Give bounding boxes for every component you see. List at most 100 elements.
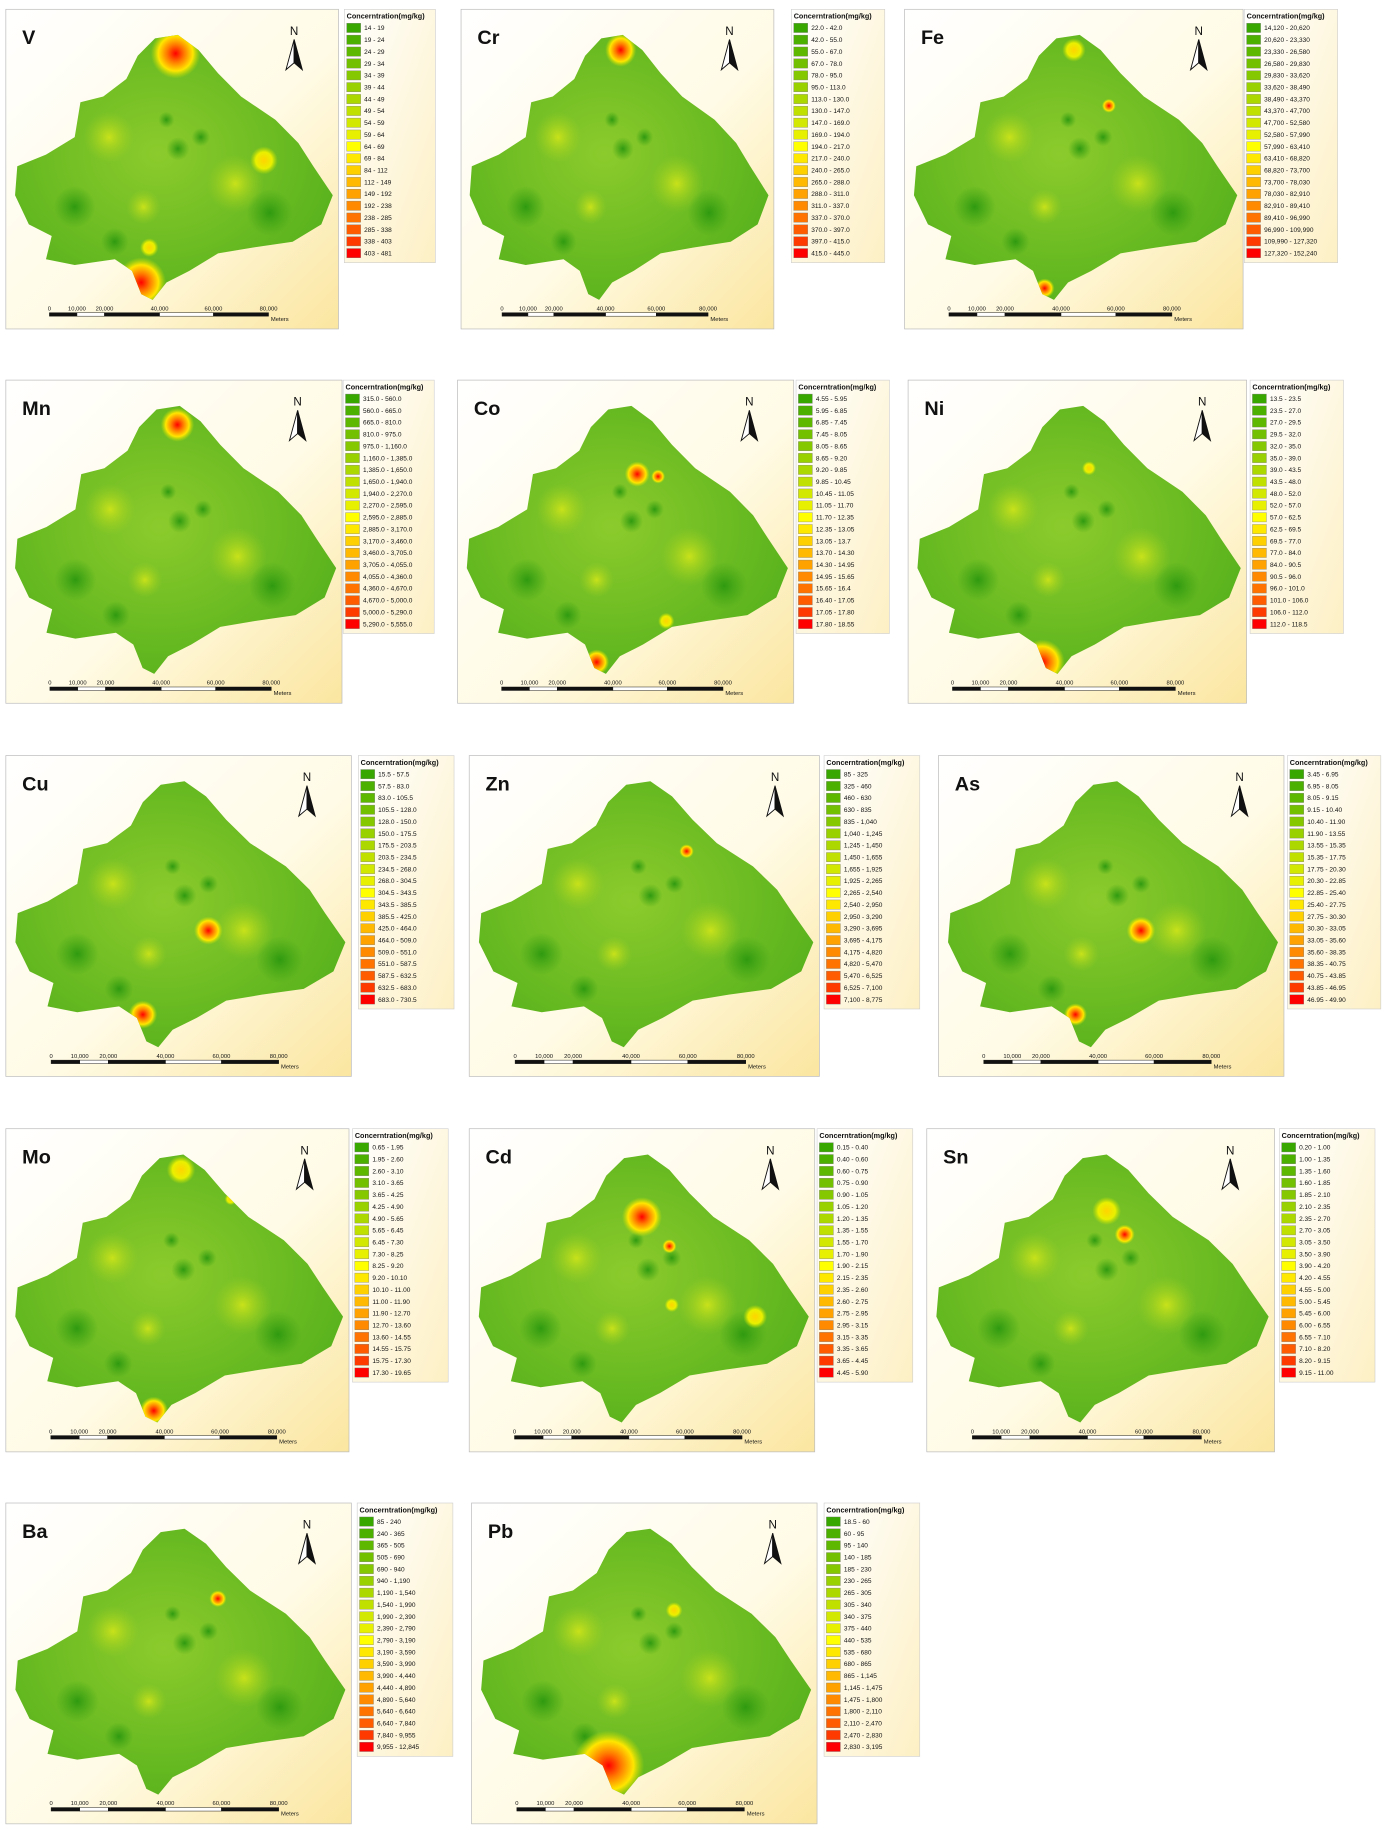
legend-swatch bbox=[826, 1624, 840, 1633]
legend-swatch bbox=[826, 900, 840, 909]
legend-swatch bbox=[798, 453, 812, 462]
scale-label: 10,000 bbox=[69, 681, 87, 687]
scale-bar-segment bbox=[529, 687, 557, 690]
legend-swatch bbox=[355, 1190, 369, 1199]
scale-label: 40,000 bbox=[622, 1054, 640, 1060]
surface-texture bbox=[722, 1684, 770, 1731]
element-label: Fe bbox=[921, 27, 944, 49]
legend-class: 0.60 - 0.75 bbox=[837, 1168, 869, 1175]
legend-swatch bbox=[1282, 1261, 1296, 1270]
scale-label: 10,000 bbox=[968, 306, 986, 312]
legend-class: 113.0 - 130.0 bbox=[811, 96, 849, 103]
surface-texture bbox=[630, 858, 647, 874]
legend-swatch bbox=[794, 94, 808, 103]
legend-swatch bbox=[347, 142, 361, 151]
legend-swatch bbox=[826, 1730, 840, 1739]
legend-swatch bbox=[819, 1321, 833, 1330]
legend-class: 127,320 - 152,240 bbox=[1264, 251, 1317, 258]
scale-label: 20,000 bbox=[564, 1054, 582, 1060]
legend-class: 2,540 - 2,950 bbox=[844, 902, 883, 909]
legend-class: 2.60 - 3.10 bbox=[372, 1168, 404, 1175]
legend-class: 1,540 - 1,990 bbox=[377, 1602, 416, 1609]
legend-class: 24 - 29 bbox=[364, 49, 385, 56]
legend-class: 1,655 - 1,925 bbox=[844, 866, 883, 873]
hotspot bbox=[666, 1602, 683, 1618]
element-label: V bbox=[22, 27, 36, 49]
scale-bar-segment bbox=[514, 1436, 543, 1439]
legend-class: 683.0 - 730.5 bbox=[378, 997, 417, 1004]
legend-swatch bbox=[1290, 805, 1304, 814]
scale-bar-segment bbox=[77, 313, 105, 316]
legend-swatch bbox=[1290, 817, 1304, 826]
scale-label: 40,000 bbox=[151, 306, 169, 312]
scale-label: 0 bbox=[500, 681, 503, 687]
surface-texture bbox=[551, 228, 577, 256]
scale-bar-segment bbox=[545, 1808, 574, 1811]
legend-class: 365 - 505 bbox=[377, 1543, 405, 1550]
legend-swatch bbox=[355, 1249, 369, 1258]
scale-label: 20,000 bbox=[96, 306, 114, 312]
scale-unit: Meters bbox=[1174, 317, 1192, 323]
legend-class: 288.0 - 311.0 bbox=[811, 191, 849, 198]
legend-class: 10.45 - 11.05 bbox=[816, 491, 854, 498]
legend-swatch bbox=[794, 225, 808, 234]
legend-swatch bbox=[355, 1285, 369, 1294]
legend-class: 67.0 - 78.0 bbox=[811, 61, 843, 68]
scale-bar-segment bbox=[161, 687, 215, 690]
legend-class: 9,955 - 12,845 bbox=[377, 1744, 419, 1751]
surface-texture bbox=[569, 975, 598, 1003]
legend-swatch bbox=[345, 394, 359, 403]
scale-label: 20,000 bbox=[99, 1054, 117, 1060]
legend-class: 5,640 - 6,640 bbox=[377, 1709, 416, 1716]
legend-swatch bbox=[819, 1368, 833, 1377]
legend-title: Concerntration(mg/kg) bbox=[1252, 382, 1331, 391]
legend-class: 4.20 - 4.55 bbox=[1299, 1275, 1331, 1282]
element-label: Co bbox=[474, 398, 500, 420]
scale-bar-segment bbox=[164, 1436, 220, 1439]
scale-label: 10,000 bbox=[519, 306, 537, 312]
legend-swatch bbox=[1282, 1356, 1296, 1365]
surface-texture bbox=[665, 875, 684, 894]
legend-swatch bbox=[360, 1564, 374, 1573]
surface-texture bbox=[506, 559, 548, 601]
legend-class: 1,245 - 1,450 bbox=[844, 843, 883, 850]
legend-class: 3,190 - 3,590 bbox=[377, 1649, 416, 1656]
map-panel: MoN010,00020,00040,00060,00080,000Meters… bbox=[6, 1129, 448, 1452]
legend-swatch bbox=[826, 888, 840, 897]
legend-swatch bbox=[1290, 971, 1304, 980]
legend-class: 34 - 39 bbox=[364, 73, 385, 80]
scale-label: 60,000 bbox=[213, 1054, 231, 1060]
legend-class: 7,100 - 8,775 bbox=[844, 997, 883, 1004]
legend-swatch bbox=[826, 971, 840, 980]
legend-class: 64 - 69 bbox=[364, 144, 385, 151]
legend-swatch bbox=[1247, 71, 1261, 80]
legend-class: 1,190 - 1,540 bbox=[377, 1590, 416, 1597]
legend-swatch bbox=[794, 83, 808, 92]
legend-swatch bbox=[1282, 1166, 1296, 1175]
legend-class: 14.95 - 15.65 bbox=[816, 574, 855, 581]
legend-title: Concerntration(mg/kg) bbox=[361, 758, 440, 767]
element-label: Mn bbox=[22, 398, 51, 420]
legend-title: Concerntration(mg/kg) bbox=[360, 1505, 439, 1514]
legend-swatch bbox=[355, 1297, 369, 1306]
surface-texture bbox=[520, 933, 563, 975]
surface-texture bbox=[199, 1622, 218, 1641]
scale-label: 60,000 bbox=[647, 306, 665, 312]
surface-texture bbox=[160, 484, 176, 500]
surface-texture bbox=[130, 1311, 165, 1346]
legend-class: 14.55 - 15.75 bbox=[372, 1346, 411, 1353]
scale-bar-segment bbox=[108, 1436, 165, 1439]
legend-swatch bbox=[361, 995, 375, 1004]
surface-texture bbox=[506, 186, 545, 228]
legend-class: 425.0 - 464.0 bbox=[378, 926, 417, 933]
legend-class: 5,470 - 6,525 bbox=[844, 973, 883, 980]
surface-texture bbox=[158, 112, 174, 128]
scale-label: 0 bbox=[48, 306, 51, 312]
hotspot bbox=[651, 469, 665, 483]
scale-label: 20,000 bbox=[1000, 681, 1018, 687]
legend-swatch bbox=[1290, 853, 1304, 862]
element-label: Ni bbox=[924, 398, 944, 420]
surface-texture bbox=[638, 884, 662, 907]
legend-swatch bbox=[819, 1356, 833, 1365]
